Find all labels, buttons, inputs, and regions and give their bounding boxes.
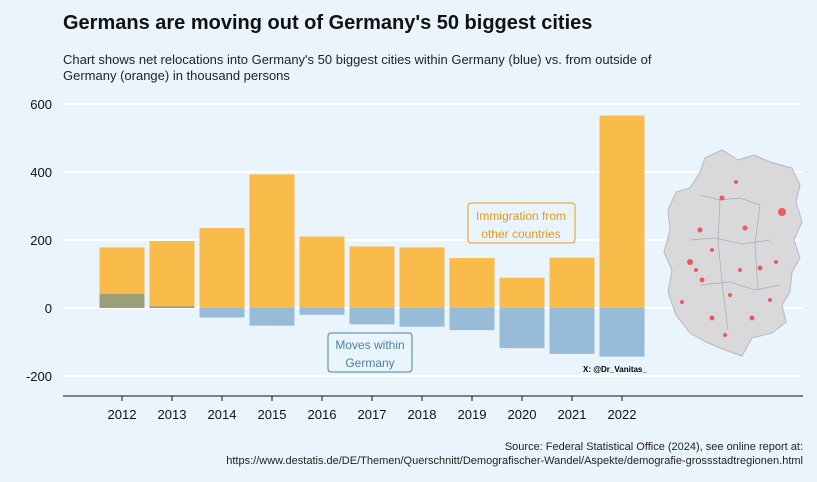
x-axis-ticks: 2012 2013 2014 2015 2016 2017 2018 2019 2020 2021… bbox=[108, 396, 637, 422]
x-tick-label: 2021 bbox=[558, 407, 587, 422]
bars bbox=[99, 115, 645, 357]
y-tick-label: -200 bbox=[26, 369, 52, 384]
moves-annotation: Moves within Germany bbox=[327, 332, 413, 373]
x-tick-label: 2022 bbox=[608, 407, 637, 422]
y-axis-ticks: -200 0 200 400 600 bbox=[26, 97, 52, 384]
bar-immigration-2014 bbox=[199, 228, 245, 308]
immigration-annotation-line1: Immigration from bbox=[476, 209, 566, 223]
x-tick-label: 2019 bbox=[458, 407, 487, 422]
bar-immigration-2017 bbox=[349, 246, 395, 308]
immigration-annotation: Immigration from other countries bbox=[467, 202, 576, 244]
bar-immigration-2019 bbox=[449, 258, 495, 308]
moves-annotation-line2: Germany bbox=[345, 356, 394, 370]
chart-subtitle: Chart shows net relocations into Germany… bbox=[63, 52, 652, 83]
moves-annotation-line1: Moves within bbox=[335, 338, 404, 352]
bar-moves-2018 bbox=[399, 308, 445, 327]
y-tick-label: 400 bbox=[30, 165, 52, 180]
x-tick-label: 2012 bbox=[108, 407, 137, 422]
bar-immigration-2013 bbox=[149, 241, 195, 308]
bar-immigration-2018 bbox=[399, 247, 445, 308]
bar-moves-2019 bbox=[449, 308, 495, 331]
bar-immigration-2020 bbox=[499, 277, 545, 308]
immigration-annotation-line2: other countries bbox=[481, 227, 560, 241]
bar-moves-2015 bbox=[249, 308, 295, 326]
source-link[interactable]: https://www.destatis.de/DE/Themen/Quersc… bbox=[226, 455, 803, 467]
chart-title: Germans are moving out of Germany's 50 b… bbox=[63, 12, 593, 34]
x-tick-label: 2013 bbox=[158, 407, 187, 422]
y-tick-label: 0 bbox=[45, 301, 52, 316]
bar-moves-2014 bbox=[199, 308, 245, 318]
bar-immigration-2021 bbox=[549, 257, 595, 308]
x-tick-label: 2020 bbox=[508, 407, 537, 422]
bar-moves-2017 bbox=[349, 308, 395, 325]
y-tick-label: 200 bbox=[30, 233, 52, 248]
bar-moves-2022 bbox=[599, 308, 645, 357]
bar-moves-2020 bbox=[499, 308, 545, 349]
y-tick-label: 600 bbox=[30, 97, 52, 112]
bar-moves-2013 bbox=[149, 306, 195, 308]
bar-moves-2021 bbox=[549, 308, 595, 354]
x-tick-label: 2017 bbox=[358, 407, 387, 422]
source-note: Source: Federal Statistical Office (2024… bbox=[226, 440, 803, 468]
bar-immigration-2022 bbox=[599, 115, 645, 308]
source-line-1: Source: Federal Statistical Office (2024… bbox=[504, 441, 803, 453]
x-tick-label: 2018 bbox=[408, 407, 437, 422]
bar-immigration-2016 bbox=[299, 236, 345, 308]
bar-moves-2016 bbox=[299, 308, 345, 315]
germany-map bbox=[663, 149, 803, 357]
author-handle: X: @Dr_Vanitas_ bbox=[583, 365, 647, 374]
x-tick-label: 2016 bbox=[308, 407, 337, 422]
x-tick-label: 2014 bbox=[208, 407, 237, 422]
bar-moves-2012 bbox=[99, 294, 145, 308]
x-tick-label: 2015 bbox=[258, 407, 287, 422]
bar-immigration-2015 bbox=[249, 174, 295, 308]
